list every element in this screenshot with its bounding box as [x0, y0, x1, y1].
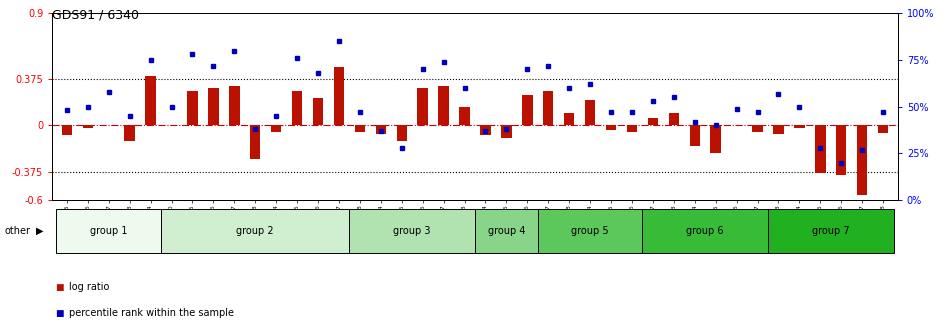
Text: percentile rank within the sample: percentile rank within the sample [69, 308, 235, 318]
Bar [606, 125, 617, 130]
Text: group 7: group 7 [812, 226, 849, 236]
Bar [752, 125, 763, 132]
Bar [350, 209, 475, 253]
Bar [773, 125, 784, 134]
Bar [768, 209, 894, 253]
Text: ▶: ▶ [36, 226, 44, 236]
Text: group 2: group 2 [237, 226, 274, 236]
Text: GDS91 / 6340: GDS91 / 6340 [52, 8, 140, 22]
Bar [56, 209, 162, 253]
Bar [794, 125, 805, 128]
Text: log ratio: log ratio [69, 282, 109, 292]
Bar [481, 125, 491, 135]
Bar [878, 125, 888, 133]
Text: group 3: group 3 [393, 226, 431, 236]
Bar [354, 125, 365, 132]
Bar [690, 125, 700, 146]
Bar [627, 125, 637, 132]
Bar [83, 125, 93, 128]
Bar [711, 125, 721, 153]
Text: group 4: group 4 [487, 226, 525, 236]
Bar [648, 118, 658, 125]
Bar [124, 125, 135, 141]
Bar [857, 125, 867, 195]
Bar [538, 209, 642, 253]
Bar [208, 88, 219, 125]
Bar [669, 113, 679, 125]
Bar [543, 90, 554, 125]
Bar [836, 125, 846, 175]
Bar [375, 125, 386, 134]
Bar [564, 113, 575, 125]
Bar [585, 100, 596, 125]
Bar [250, 125, 260, 159]
Bar [292, 90, 302, 125]
Bar [162, 209, 350, 253]
Bar [62, 125, 72, 135]
Bar [459, 107, 469, 125]
Bar [396, 125, 407, 141]
Text: group 6: group 6 [687, 226, 724, 236]
Bar [438, 86, 448, 125]
Text: group 5: group 5 [571, 226, 609, 236]
Text: ■: ■ [55, 309, 64, 318]
Bar [502, 125, 512, 138]
Bar [815, 125, 826, 173]
Text: ■: ■ [55, 283, 64, 292]
Bar [229, 86, 239, 125]
Bar [417, 88, 428, 125]
Bar [271, 125, 281, 132]
Text: other: other [5, 226, 30, 236]
Bar [642, 209, 768, 253]
Bar [333, 67, 344, 125]
Bar [313, 98, 323, 125]
Bar [187, 90, 198, 125]
Text: group 1: group 1 [90, 226, 127, 236]
Bar [145, 76, 156, 125]
Bar [522, 95, 533, 125]
Bar [475, 209, 538, 253]
